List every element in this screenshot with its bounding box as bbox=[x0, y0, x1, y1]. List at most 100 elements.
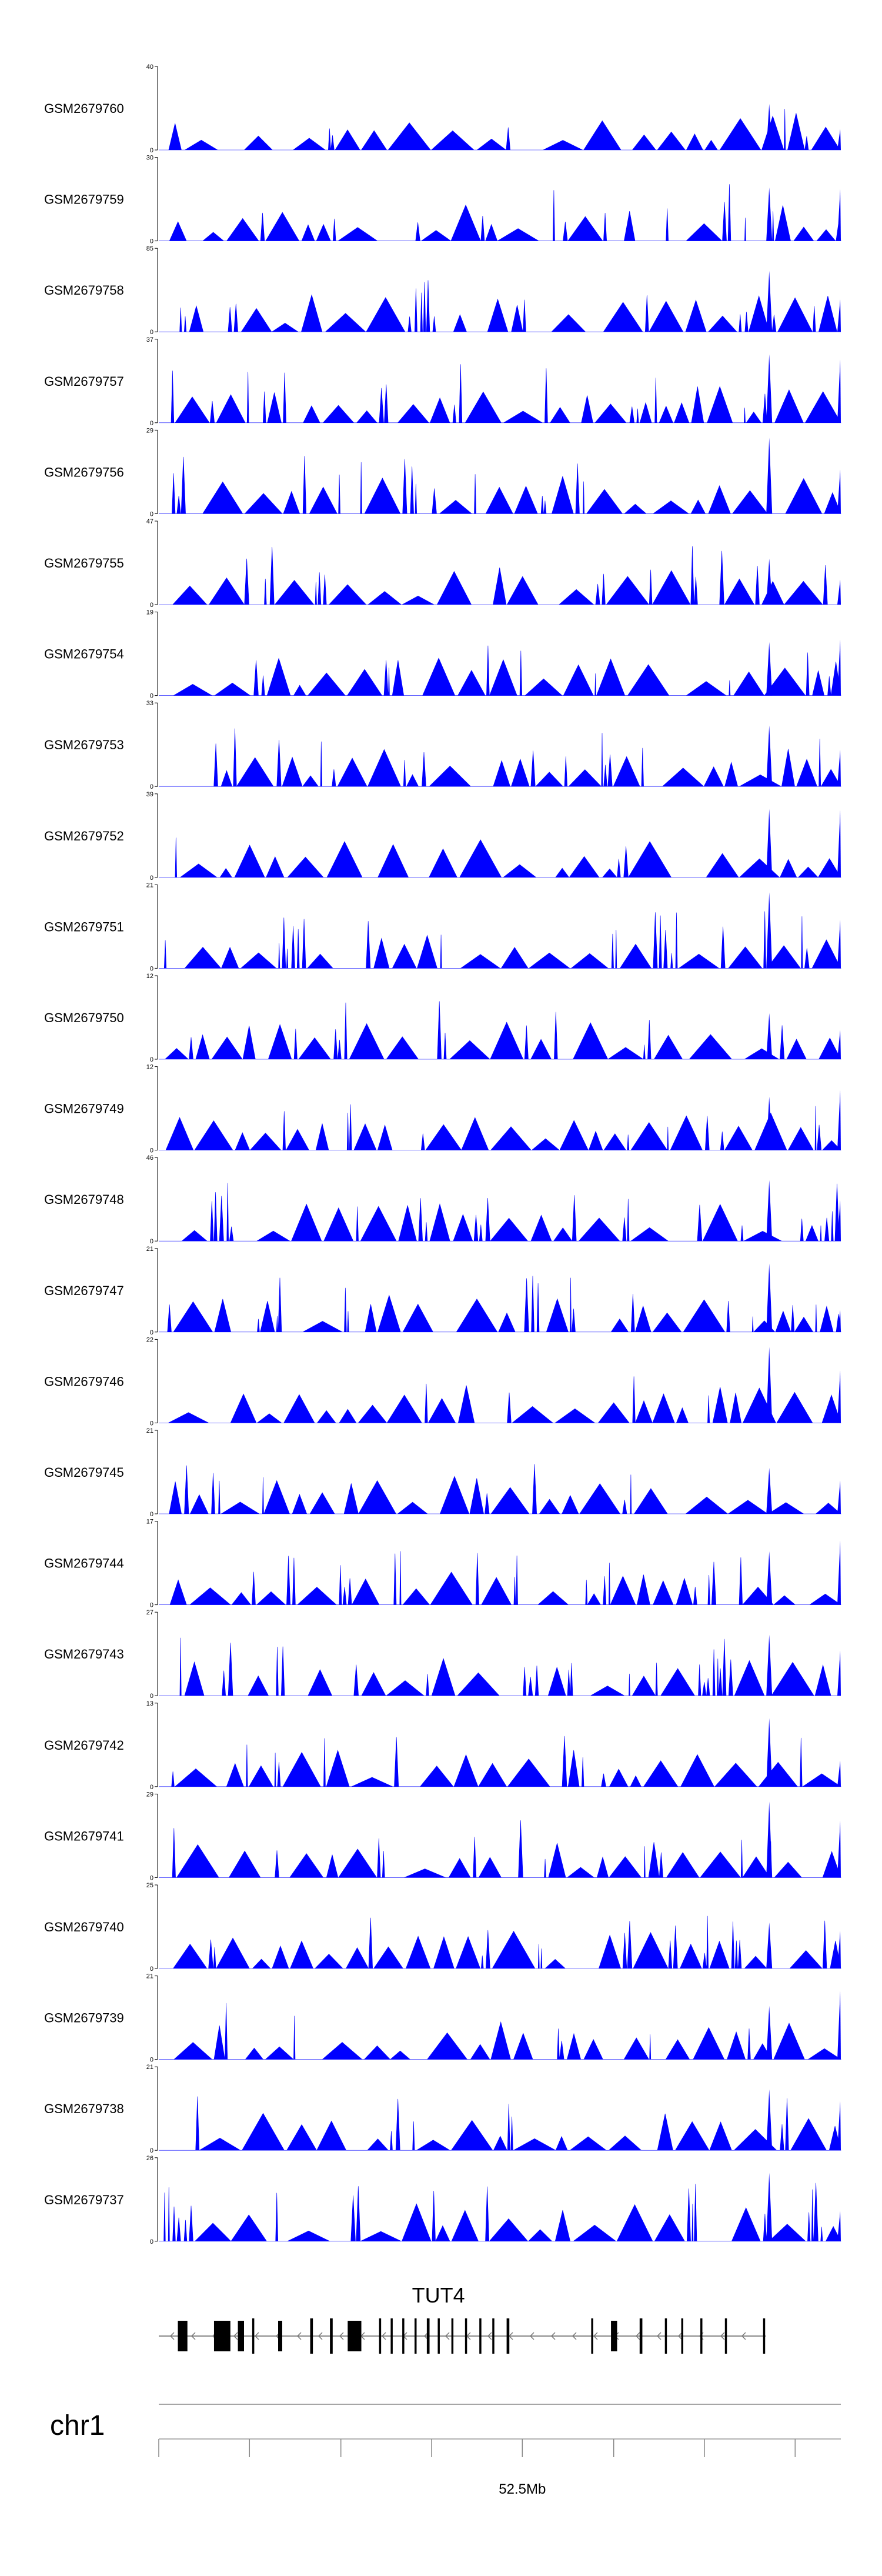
track-label: GSM2679755 bbox=[44, 556, 124, 570]
gene-exon bbox=[506, 2318, 510, 2354]
coverage-area bbox=[159, 1376, 841, 1423]
y-axis-min-label: 0 bbox=[150, 329, 153, 336]
track-label: GSM2679747 bbox=[44, 1283, 124, 1298]
coverage-peak bbox=[766, 725, 773, 787]
track-label: GSM2679739 bbox=[44, 2011, 124, 2026]
coverage-area bbox=[159, 1551, 841, 1605]
gene-exon bbox=[278, 2321, 282, 2351]
gene-exon bbox=[492, 2318, 495, 2354]
y-axis-max-label: 13 bbox=[146, 1700, 153, 1707]
coverage-track: GSM2679744 17 0 bbox=[44, 1519, 841, 1609]
gene-exon bbox=[390, 2318, 393, 2354]
strand-arrow-icon bbox=[593, 2332, 598, 2340]
coverage-peak bbox=[837, 920, 841, 969]
coverage-peak bbox=[837, 189, 841, 241]
y-axis-min-label: 0 bbox=[150, 2057, 153, 2064]
coverage-peak bbox=[837, 2211, 841, 2241]
coverage-track: GSM2679753 33 0 bbox=[44, 700, 841, 790]
track-label: GSM2679750 bbox=[44, 1010, 124, 1025]
strand-arrow-icon bbox=[741, 2332, 746, 2340]
coverage-peak bbox=[766, 892, 773, 969]
gene-exon bbox=[639, 2318, 643, 2354]
gene-exon bbox=[213, 2321, 230, 2351]
genome-axis: chr1 52.5Mb bbox=[50, 2404, 841, 2497]
track-label: GSM2679746 bbox=[44, 1374, 124, 1389]
coverage-peak bbox=[837, 469, 841, 514]
coverage-peak bbox=[766, 1347, 773, 1423]
gene-exon bbox=[330, 2318, 333, 2354]
y-axis-min-label: 0 bbox=[150, 510, 153, 518]
y-axis-min-label: 0 bbox=[150, 783, 153, 790]
coverage-track: GSM2679745 21 0 bbox=[44, 1427, 841, 1518]
coverage-track: GSM2679758 85 0 bbox=[44, 245, 841, 336]
coverage-track: GSM2679738 21 0 bbox=[44, 2064, 841, 2154]
track-label: GSM2679754 bbox=[44, 647, 124, 662]
coverage-peak bbox=[766, 1096, 773, 1150]
coverage-area bbox=[159, 1820, 841, 1878]
coverage-track: GSM2679760 40 0 bbox=[44, 64, 841, 154]
y-axis-min-label: 0 bbox=[150, 875, 153, 882]
gene-exon bbox=[348, 2321, 362, 2351]
gene-exon bbox=[763, 2318, 766, 2354]
coverage-area bbox=[159, 2096, 841, 2151]
coverage-area bbox=[159, 645, 841, 696]
coverage-peak bbox=[837, 1991, 841, 2060]
coverage-peak bbox=[837, 129, 841, 150]
gene-exon bbox=[681, 2318, 684, 2354]
y-axis-max-label: 33 bbox=[146, 700, 153, 707]
track-label: GSM2679759 bbox=[44, 192, 124, 207]
strand-arrow-icon bbox=[656, 2332, 662, 2340]
coverage-peak bbox=[766, 438, 773, 514]
y-axis-min-label: 0 bbox=[150, 693, 153, 700]
y-axis-min-label: 0 bbox=[150, 1329, 153, 1336]
coverage-area bbox=[159, 280, 841, 332]
axis-tick-label: 52.5Mb bbox=[499, 2481, 546, 2497]
coverage-track: GSM2679739 21 0 bbox=[44, 1973, 841, 2064]
y-axis-max-label: 12 bbox=[146, 973, 153, 980]
gene-exon bbox=[724, 2318, 727, 2354]
gene-track: TUT4 bbox=[159, 2283, 766, 2354]
gene-exon bbox=[451, 2318, 454, 2354]
coverage-area bbox=[159, 1276, 841, 1333]
y-axis-max-label: 21 bbox=[146, 2064, 153, 2071]
coverage-peak bbox=[837, 1030, 841, 1059]
y-axis-max-label: 21 bbox=[146, 1427, 153, 1434]
track-label: GSM2679745 bbox=[44, 1465, 124, 1480]
coverage-area bbox=[159, 2183, 841, 2242]
y-axis-max-label: 12 bbox=[146, 1064, 153, 1071]
coverage-track: GSM2679747 21 0 bbox=[44, 1246, 841, 1336]
strand-arrow-icon bbox=[529, 2332, 534, 2340]
y-axis-max-label: 21 bbox=[146, 1246, 153, 1253]
track-label: GSM2679740 bbox=[44, 1920, 124, 1934]
strand-arrow-icon bbox=[339, 2332, 344, 2340]
coverage-track: GSM2679743 27 0 bbox=[44, 1609, 841, 1700]
coverage-peak bbox=[837, 1200, 841, 1242]
track-label: GSM2679752 bbox=[44, 829, 124, 843]
coverage-peak bbox=[837, 1370, 841, 1423]
coverage-track: GSM2679746 22 0 bbox=[44, 1336, 841, 1427]
y-axis-max-label: 40 bbox=[146, 64, 153, 71]
gene-exon bbox=[402, 2318, 405, 2354]
coverage-peak bbox=[766, 1634, 773, 1696]
coverage-peak bbox=[766, 1180, 773, 1242]
coverage-area bbox=[159, 837, 841, 878]
gene-exon bbox=[700, 2318, 703, 2354]
gene-name-label: TUT4 bbox=[412, 2283, 465, 2307]
track-label: GSM2679742 bbox=[44, 1738, 124, 1753]
coverage-track: GSM2679749 12 0 bbox=[44, 1064, 841, 1154]
y-axis-min-label: 0 bbox=[150, 147, 153, 154]
coverage-track: GSM2679756 29 0 bbox=[44, 427, 841, 518]
coverage-track: GSM2679757 37 0 bbox=[44, 336, 841, 427]
coverage-peak bbox=[766, 642, 773, 696]
gene-exon bbox=[238, 2321, 244, 2351]
strand-arrow-icon bbox=[635, 2332, 640, 2340]
y-axis-min-label: 0 bbox=[150, 238, 153, 245]
coverage-peak bbox=[766, 1551, 773, 1605]
strand-arrow-icon bbox=[169, 2332, 175, 2340]
y-axis-max-label: 21 bbox=[146, 882, 153, 889]
coverage-track: GSM2679759 30 0 bbox=[44, 155, 841, 245]
strand-arrow-icon bbox=[445, 2332, 450, 2340]
coverage-track: GSM2679751 21 0 bbox=[44, 882, 841, 972]
coverage-area bbox=[159, 109, 841, 151]
y-axis-max-label: 25 bbox=[146, 1882, 153, 1889]
